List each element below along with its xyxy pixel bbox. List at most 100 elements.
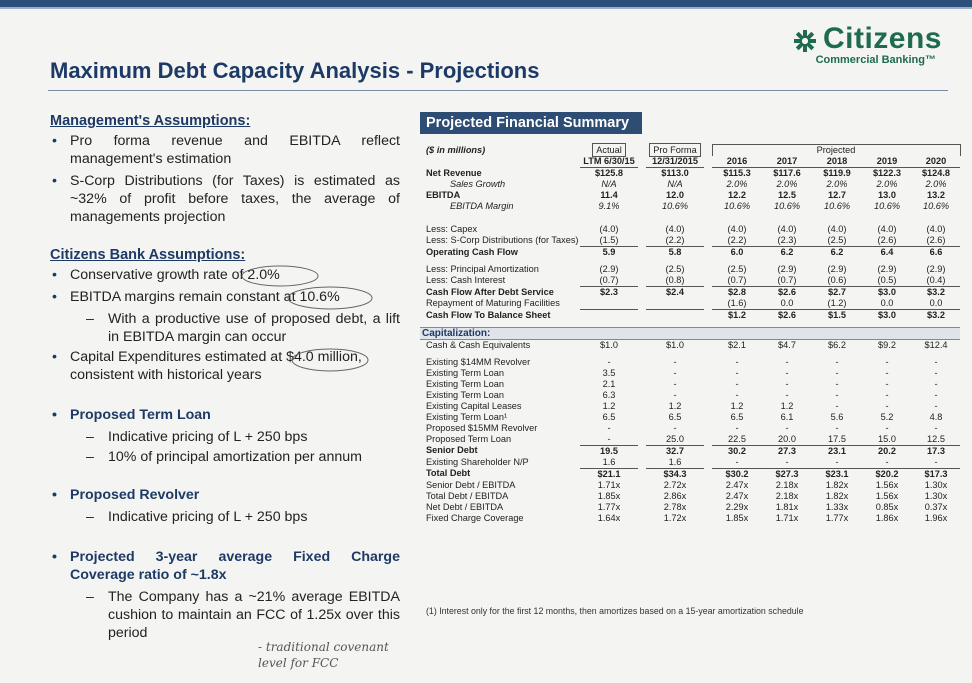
value-cell: - [835,400,839,411]
row-label: Senior Debt / EBITDA [426,479,516,490]
value-cell: - [785,367,789,378]
value-cell: 0.85x [875,501,899,512]
spacer-cell [638,145,646,157]
spacer-cell [638,480,646,491]
spacer-cell [704,224,712,235]
table-row: Existing Term Loan¹ 6.5 6.5 6.5 6.1 5.6 5.2 4.8 [420,412,960,423]
value-cell: 10.6% [773,201,801,211]
spacer-cell [638,457,646,469]
spacer-cell [704,390,712,401]
spacer-cell [638,434,646,446]
value-cell [580,298,638,310]
value-cell: - [934,378,938,389]
table-row: Less: S-Corp Distributions (for Taxes) (1… [420,235,960,247]
row-label: Senior Debt [426,445,478,456]
value-cell: (2.2) [712,235,762,247]
value-cell: 9.1% [598,201,620,211]
page-title: Maximum Debt Capacity Analysis - Project… [50,58,540,83]
value-cell: 2.18x [775,490,799,501]
table-row: Total Debt / EBITDA 1.85x 2.86x 2.47x 2.18x 1… [420,491,960,502]
spacer-cell [704,168,712,180]
value-cell: $2.6 [778,287,796,297]
value-cell: $113.0 [661,168,689,178]
handwritten-note: - traditional covenant [258,640,389,654]
value-cell: 6.5 [602,411,616,422]
row-label: Cash Flow To Balance Sheet [426,309,551,320]
value-cell: (2.5) [812,235,862,247]
value-cell: 2.0% [826,179,848,189]
row-label: Proposed $15MM Revolver [426,422,538,433]
value-cell: (4.0) [877,224,897,234]
value-cell [580,310,638,322]
value-cell: 1.96x [924,512,948,523]
value-cell: 12.5 [778,190,796,200]
row-label: Less: Cash Interest [426,275,506,286]
footnote: (1) Interest only for the first 12 month… [426,606,804,616]
value-cell: 15.0 [862,433,912,446]
spacer-cell [704,502,712,513]
value-cell: 1.2 [668,400,682,411]
value-cell: - [885,378,889,389]
table-row: Senior Debt 19.5 32.7 30.2 27.3 23.1 20.2 17.3 [420,445,960,457]
value-cell: $12.4 [924,339,948,350]
value-cell: 5.6 [830,411,844,422]
value-cell: (4.0) [827,224,847,234]
value-cell: (1.6) [712,298,762,310]
value-cell: (0.4) [912,275,960,287]
table-row: EBITDA Margin 9.1% 10.6% 10.6% 10.6% 10.6% 10.… [420,201,960,212]
value-cell: 0.37x [924,501,948,512]
value-cell: 1.85x [725,512,749,523]
spacer-cell [638,190,646,201]
row-label: Cash Flow After Debt Service [426,286,554,297]
spacer-cell [638,412,646,423]
value-cell: $1.5 [828,310,846,320]
value-cell: - [735,389,739,400]
value-cell: 1.30x [924,490,948,501]
value-cell: - [885,389,889,400]
spacer-cell [704,357,712,368]
value-cell [646,298,704,310]
revolver-sub-bullet: Indicative pricing of L + 250 bps [50,508,400,526]
value-cell: (2.9) [827,264,847,274]
value-cell: - [812,456,862,469]
value-cell: 2.0% [876,179,898,189]
table-row: Cash Flow After Debt Service $2.3 $2.4 $2.8… [420,287,960,299]
citizens-mark-icon [793,27,817,52]
value-cell: 22.5 [712,433,762,446]
row-label: Sales Growth [450,179,506,189]
value-cell: - [912,456,960,469]
row-label: Operating Cash Flow [426,246,518,257]
value-cell: - [785,422,789,433]
year-header: 2019 [862,156,912,168]
value-cell: - [785,389,789,400]
value-cell: $6.2 [828,339,846,350]
value-cell: (4.0) [599,224,619,234]
top-accent-line [0,7,972,9]
value-cell: (2.9) [877,264,897,274]
term-loan-heading: Proposed Term Loan [50,406,400,424]
spacer-cell [638,423,646,434]
value-cell: 1.56x [875,479,899,490]
value-cell: 1.64x [597,512,621,523]
term-sub-bullet: 10% of principal amortization per annum [50,448,400,466]
value-cell: 6.5 [730,411,744,422]
value-cell: $117.6 [773,168,801,178]
value-cell: $21.1 [597,468,621,479]
spacer-cell [704,179,712,190]
value-cell: 1.77x [597,501,621,512]
header-cell: Pro Forma [646,142,704,157]
value-cell: 10.6% [823,201,851,211]
bank-bullet: EBITDA margins remain constant at 10.6% [50,288,400,306]
spacer-cell [638,468,646,480]
spacer-cell [704,235,712,247]
value-cell: (0.7) [762,275,812,287]
value-cell: - [885,356,889,367]
table-row: Existing Capital Leases 1.2 1.2 1.2 1.2 - - - [420,401,960,412]
header-cell: Actual [580,142,638,157]
value-cell: - [785,378,789,389]
value-cell: - [835,378,839,389]
value-cell: - [862,456,912,469]
value-cell: $2.4 [666,287,684,297]
value-cell: 3.5 [602,367,616,378]
summary-title: Projected Financial Summary [420,112,642,134]
